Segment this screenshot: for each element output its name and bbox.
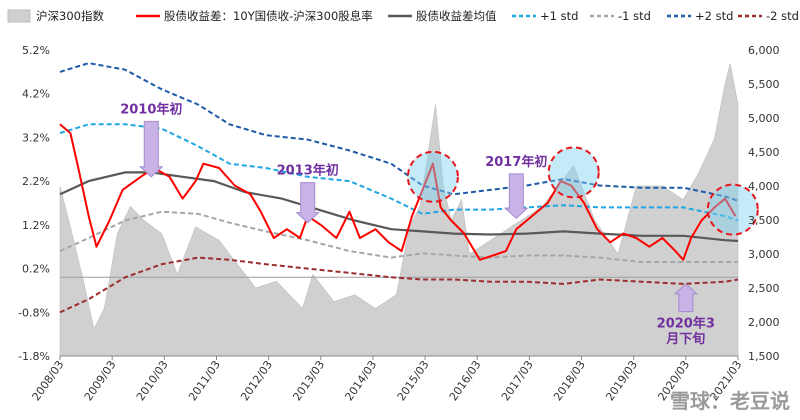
left-tick-label: 3.2% <box>22 131 50 144</box>
right-tick-label: 2,500 <box>748 282 780 295</box>
right-tick-label: 3,500 <box>748 214 780 227</box>
right-tick-label: 5,500 <box>748 78 780 91</box>
left-tick-label: 5.2% <box>22 44 50 57</box>
minus-1-std-line <box>59 210 738 263</box>
x-tick-label: 2010/03 <box>134 358 171 403</box>
legend-label-index: 沪深300指数 <box>36 9 104 23</box>
x-tick-label: 2014/03 <box>342 358 379 403</box>
left-tick-label: 0.2% <box>22 263 50 276</box>
spread-line <box>59 123 737 261</box>
legend-label-p2: +2 std <box>695 9 733 23</box>
right-tick-label: 5,000 <box>748 112 780 125</box>
legend-label-m2: -2 std <box>766 9 799 23</box>
x-tick-label: 2018/03 <box>551 358 588 403</box>
x-axis: 2008/03 2009/03 2010/03 2011/03 2012/03 2013/… <box>30 355 744 403</box>
annotation-label-3: 2020年3 <box>657 316 715 332</box>
right-axis: 6,000 5,500 5,000 4,500 4,000 3,500 3,000 2,500… <box>748 44 780 363</box>
x-tick-label: 2009/03 <box>82 358 119 403</box>
x-tick-label: 2013/03 <box>290 358 327 403</box>
annotation-arrow-1 <box>295 182 321 224</box>
x-tick-label: 2019/03 <box>603 358 640 403</box>
spread-polyline <box>59 123 737 261</box>
right-tick-label: 2,000 <box>748 316 780 329</box>
minus-2-std-line <box>59 256 739 314</box>
highlight-circle-0 <box>406 150 459 203</box>
x-tick-label: 2017/03 <box>499 358 536 403</box>
legend-swatch-index <box>7 9 31 23</box>
legend-label-mean: 股债收益差均值 <box>416 9 497 23</box>
x-tick-label: 2015/03 <box>395 358 432 403</box>
annotation-arrow-2 <box>504 173 529 219</box>
x-tick-label: 2008/03 <box>30 358 67 403</box>
x-tick-label: 2012/03 <box>238 358 275 403</box>
left-tick-label: -0.8% <box>18 306 50 319</box>
left-axis: 5.2% 4.2% 3.2% 2.2% 1.2% 0.2% -0.8% -1.8% <box>18 44 50 363</box>
left-tick-label: 4.2% <box>22 88 50 101</box>
legend-label-spread: 股债收益差：10Y国债收-沪深300股息率 <box>164 9 373 23</box>
annotation-arrow-3 <box>673 283 699 313</box>
right-tick-label: 1,500 <box>748 350 780 363</box>
watermark-text: 雪球：老豆说 <box>670 389 790 413</box>
right-tick-label: 4,000 <box>748 180 780 193</box>
annotation-label-0: 2010年初 <box>120 101 182 117</box>
right-tick-label: 3,000 <box>748 248 780 261</box>
left-tick-label: -1.8% <box>18 350 50 363</box>
annotation-arrow-0 <box>138 120 164 178</box>
legend: 沪深300指数 股债收益差：10Y国债收-沪深300股息率 股债收益差均值 +1 st… <box>7 9 799 23</box>
highlight-circle-1 <box>547 146 600 199</box>
annotation-label-1: 2013年初 <box>277 163 339 179</box>
right-tick-label: 6,000 <box>748 44 780 57</box>
annotation-label-4: 月下旬 <box>665 331 705 347</box>
legend-label-p1: +1 std <box>540 9 578 23</box>
highlight-circles <box>406 146 759 236</box>
right-tick-label: 4,500 <box>748 146 780 159</box>
left-tick-label: 2.2% <box>22 175 50 188</box>
highlight-circle-2 <box>706 183 759 236</box>
legend-label-m1: -1 std <box>618 9 651 23</box>
x-tick-label: 2016/03 <box>447 358 484 403</box>
annotation-label-2: 2017年初 <box>485 154 547 170</box>
plus-2-std-line <box>59 62 739 202</box>
left-tick-label: 1.2% <box>22 219 50 232</box>
plus-1-std-line <box>59 123 739 222</box>
x-tick-label: 2011/03 <box>186 358 223 403</box>
